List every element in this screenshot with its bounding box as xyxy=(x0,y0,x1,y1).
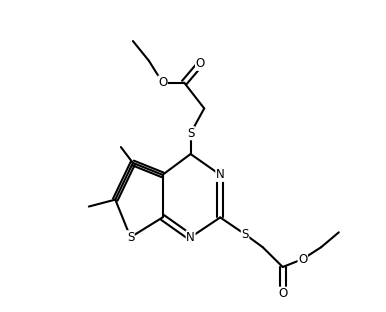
Text: O: O xyxy=(278,287,287,300)
Text: O: O xyxy=(196,57,205,70)
Text: O: O xyxy=(158,76,167,89)
Text: S: S xyxy=(187,127,194,140)
Text: S: S xyxy=(241,228,249,241)
Text: N: N xyxy=(216,168,225,181)
Text: N: N xyxy=(186,231,195,244)
Text: O: O xyxy=(298,253,307,266)
Text: S: S xyxy=(127,231,134,244)
